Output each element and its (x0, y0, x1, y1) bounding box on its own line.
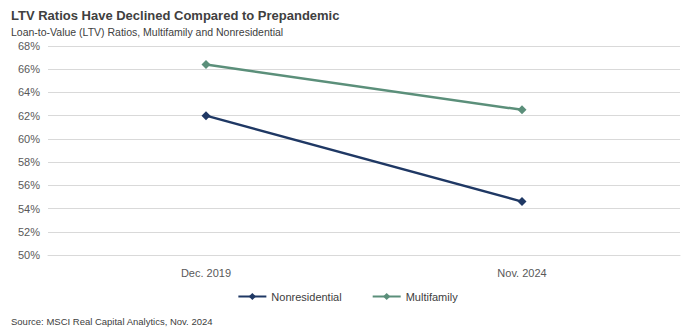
svg-text:Dec. 2019: Dec. 2019 (181, 267, 231, 279)
svg-text:54%: 54% (18, 203, 40, 215)
svg-text:50%: 50% (18, 249, 40, 261)
svg-text:56%: 56% (18, 179, 40, 191)
svg-text:52%: 52% (18, 226, 40, 238)
svg-text:64%: 64% (18, 86, 40, 98)
svg-text:60%: 60% (18, 133, 40, 145)
svg-text:62%: 62% (18, 110, 40, 122)
svg-text:Nonresidential: Nonresidential (271, 291, 341, 303)
svg-text:58%: 58% (18, 156, 40, 168)
svg-text:LTV Ratios Have Declined Compa: LTV Ratios Have Declined Compared to Pre… (11, 8, 339, 23)
svg-text:Nov. 2024: Nov. 2024 (497, 267, 546, 279)
svg-text:66%: 66% (18, 63, 40, 75)
svg-text:Loan-to-Value (LTV) Ratios, Mu: Loan-to-Value (LTV) Ratios, Multifamily … (11, 26, 283, 38)
svg-text:Multifamily: Multifamily (406, 291, 458, 303)
svg-text:Source: MSCI Real Capital Anal: Source: MSCI Real Capital Analytics, Nov… (11, 316, 213, 327)
svg-text:68%: 68% (18, 40, 40, 52)
